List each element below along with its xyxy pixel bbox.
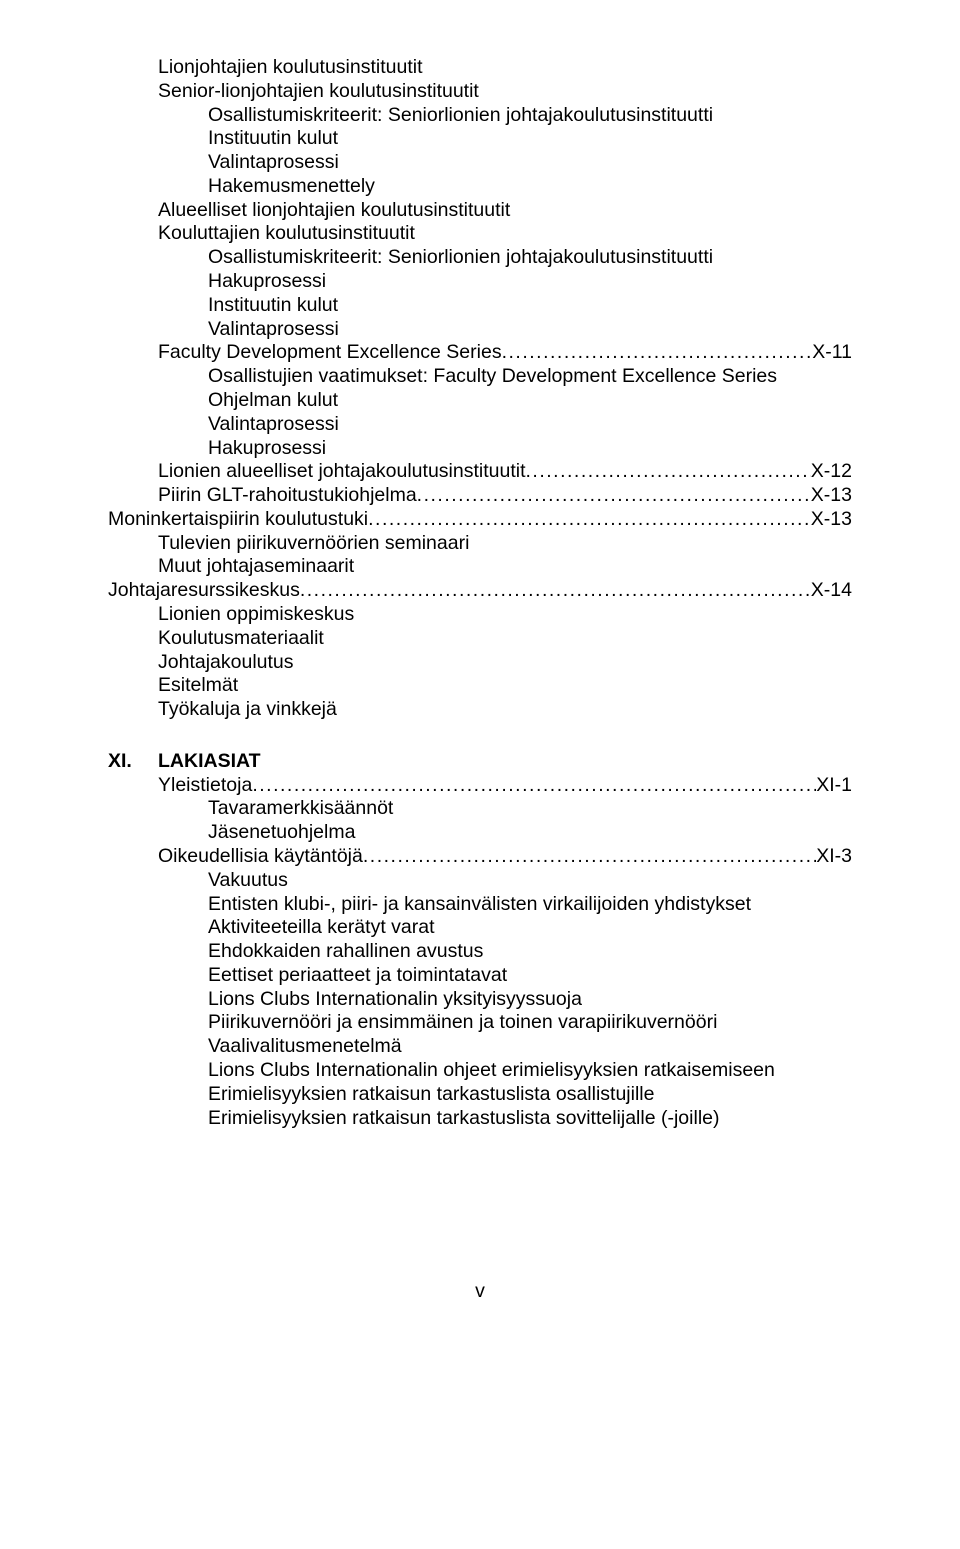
toc-label: Johtajaresurssikeskus — [108, 579, 300, 603]
toc-line: Tavaramerkkisäännöt — [208, 797, 852, 821]
toc-line: Hakuprosessi — [208, 270, 852, 294]
toc-line: Valintaprosessi — [208, 413, 852, 437]
toc-line: Piirikuvernööri ja ensimmäinen ja toinen… — [208, 1011, 852, 1035]
section-heading: XI. LAKIASIAT — [108, 750, 852, 774]
toc-row: Yleistietoja ...........................… — [158, 774, 852, 798]
toc-line: Lionjohtajien koulutusinstituutit — [158, 56, 852, 80]
toc-line: Vaalivalitusmenetelmä — [208, 1035, 852, 1059]
toc-line: Lions Clubs Internationalin yksityisyyss… — [208, 988, 852, 1012]
toc-line: Instituutin kulut — [208, 294, 852, 318]
toc-dots: ........................................… — [363, 845, 816, 869]
toc-line: Erimielisyyksien ratkaisun tarkastuslist… — [208, 1083, 852, 1107]
toc-dots: ........................................… — [368, 508, 811, 532]
toc-line: Esitelmät — [158, 674, 852, 698]
toc-page: X-12 — [811, 460, 852, 484]
toc-line: Lions Clubs Internationalin ohjeet erimi… — [208, 1059, 852, 1083]
toc-line: Työkaluja ja vinkkejä — [158, 698, 852, 722]
toc-line: Johtajakoulutus — [158, 651, 852, 675]
toc-line: Hakuprosessi — [208, 437, 852, 461]
toc-line: Entisten klubi-, piiri- ja kansainvälist… — [208, 893, 852, 917]
toc-line: Koulutusmateriaalit — [158, 627, 852, 651]
page-number: v — [108, 1280, 852, 1304]
toc-label: Moninkertaispiirin koulutustuki — [108, 508, 368, 532]
toc-line: Instituutin kulut — [208, 127, 852, 151]
toc-row: Oikeudellisia käytäntöjä ...............… — [158, 845, 852, 869]
toc-dots: ........................................… — [417, 484, 811, 508]
toc-page: XI-1 — [816, 774, 852, 798]
toc-line: Tulevien piirikuvernöörien seminaari — [158, 532, 852, 556]
toc-line: Osallistumiskriteerit: Seniorlionien joh… — [208, 104, 852, 128]
toc-row: Faculty Development Excellence Series ..… — [158, 341, 852, 365]
toc-row: Piirin GLT-rahoitustukiohjelma .........… — [158, 484, 852, 508]
toc-line: Osallistumiskriteerit: Seniorlionien joh… — [208, 246, 852, 270]
toc-line: Valintaprosessi — [208, 318, 852, 342]
toc-page: X-13 — [811, 484, 852, 508]
section-number: XI. — [108, 750, 158, 774]
toc-label: Oikeudellisia käytäntöjä — [158, 845, 363, 869]
toc-line: Eettiset periaatteet ja toimintatavat — [208, 964, 852, 988]
document-page: Lionjohtajien koulutusinstituutit Senior… — [0, 0, 960, 1364]
toc-row: Lionien alueelliset johtajakoulutusinsti… — [158, 460, 852, 484]
toc-line: Vakuutus — [208, 869, 852, 893]
toc-line: Aktiviteeteilla kerätyt varat — [208, 916, 852, 940]
toc-line: Senior-lionjohtajien koulutusinstituutit — [158, 80, 852, 104]
toc-line: Jäsenetuohjelma — [208, 821, 852, 845]
toc-line: Hakemusmenettely — [208, 175, 852, 199]
toc-dots: ........................................… — [252, 774, 816, 798]
toc-line: Muut johtajaseminaarit — [158, 555, 852, 579]
toc-dots: ........................................… — [502, 341, 813, 365]
toc-dots: ........................................… — [526, 460, 811, 484]
toc-row: Johtajaresurssikeskus ..................… — [108, 579, 852, 603]
toc-page: X-11 — [812, 341, 852, 365]
toc-label: Piirin GLT-rahoitustukiohjelma — [158, 484, 417, 508]
toc-line: Ehdokkaiden rahallinen avustus — [208, 940, 852, 964]
toc-line: Kouluttajien koulutusinstituutit — [158, 222, 852, 246]
toc-line: Osallistujien vaatimukset: Faculty Devel… — [208, 365, 852, 389]
toc-line: Valintaprosessi — [208, 151, 852, 175]
toc-page: XI-3 — [816, 845, 852, 869]
toc-label: Lionien alueelliset johtajakoulutusinsti… — [158, 460, 526, 484]
toc-line: Ohjelman kulut — [208, 389, 852, 413]
toc-row: Moninkertaispiirin koulutustuki ........… — [108, 508, 852, 532]
toc-page: X-13 — [811, 508, 852, 532]
toc-line: Alueelliset lionjohtajien koulutusinstit… — [158, 199, 852, 223]
section-title: LAKIASIAT — [158, 750, 261, 774]
toc-label: Faculty Development Excellence Series — [158, 341, 502, 365]
toc-line: Erimielisyyksien ratkaisun tarkastuslist… — [208, 1107, 852, 1131]
toc-line: Lionien oppimiskeskus — [158, 603, 852, 627]
toc-page: X-14 — [811, 579, 852, 603]
toc-dots: ........................................… — [300, 579, 811, 603]
toc-label: Yleistietoja — [158, 774, 252, 798]
